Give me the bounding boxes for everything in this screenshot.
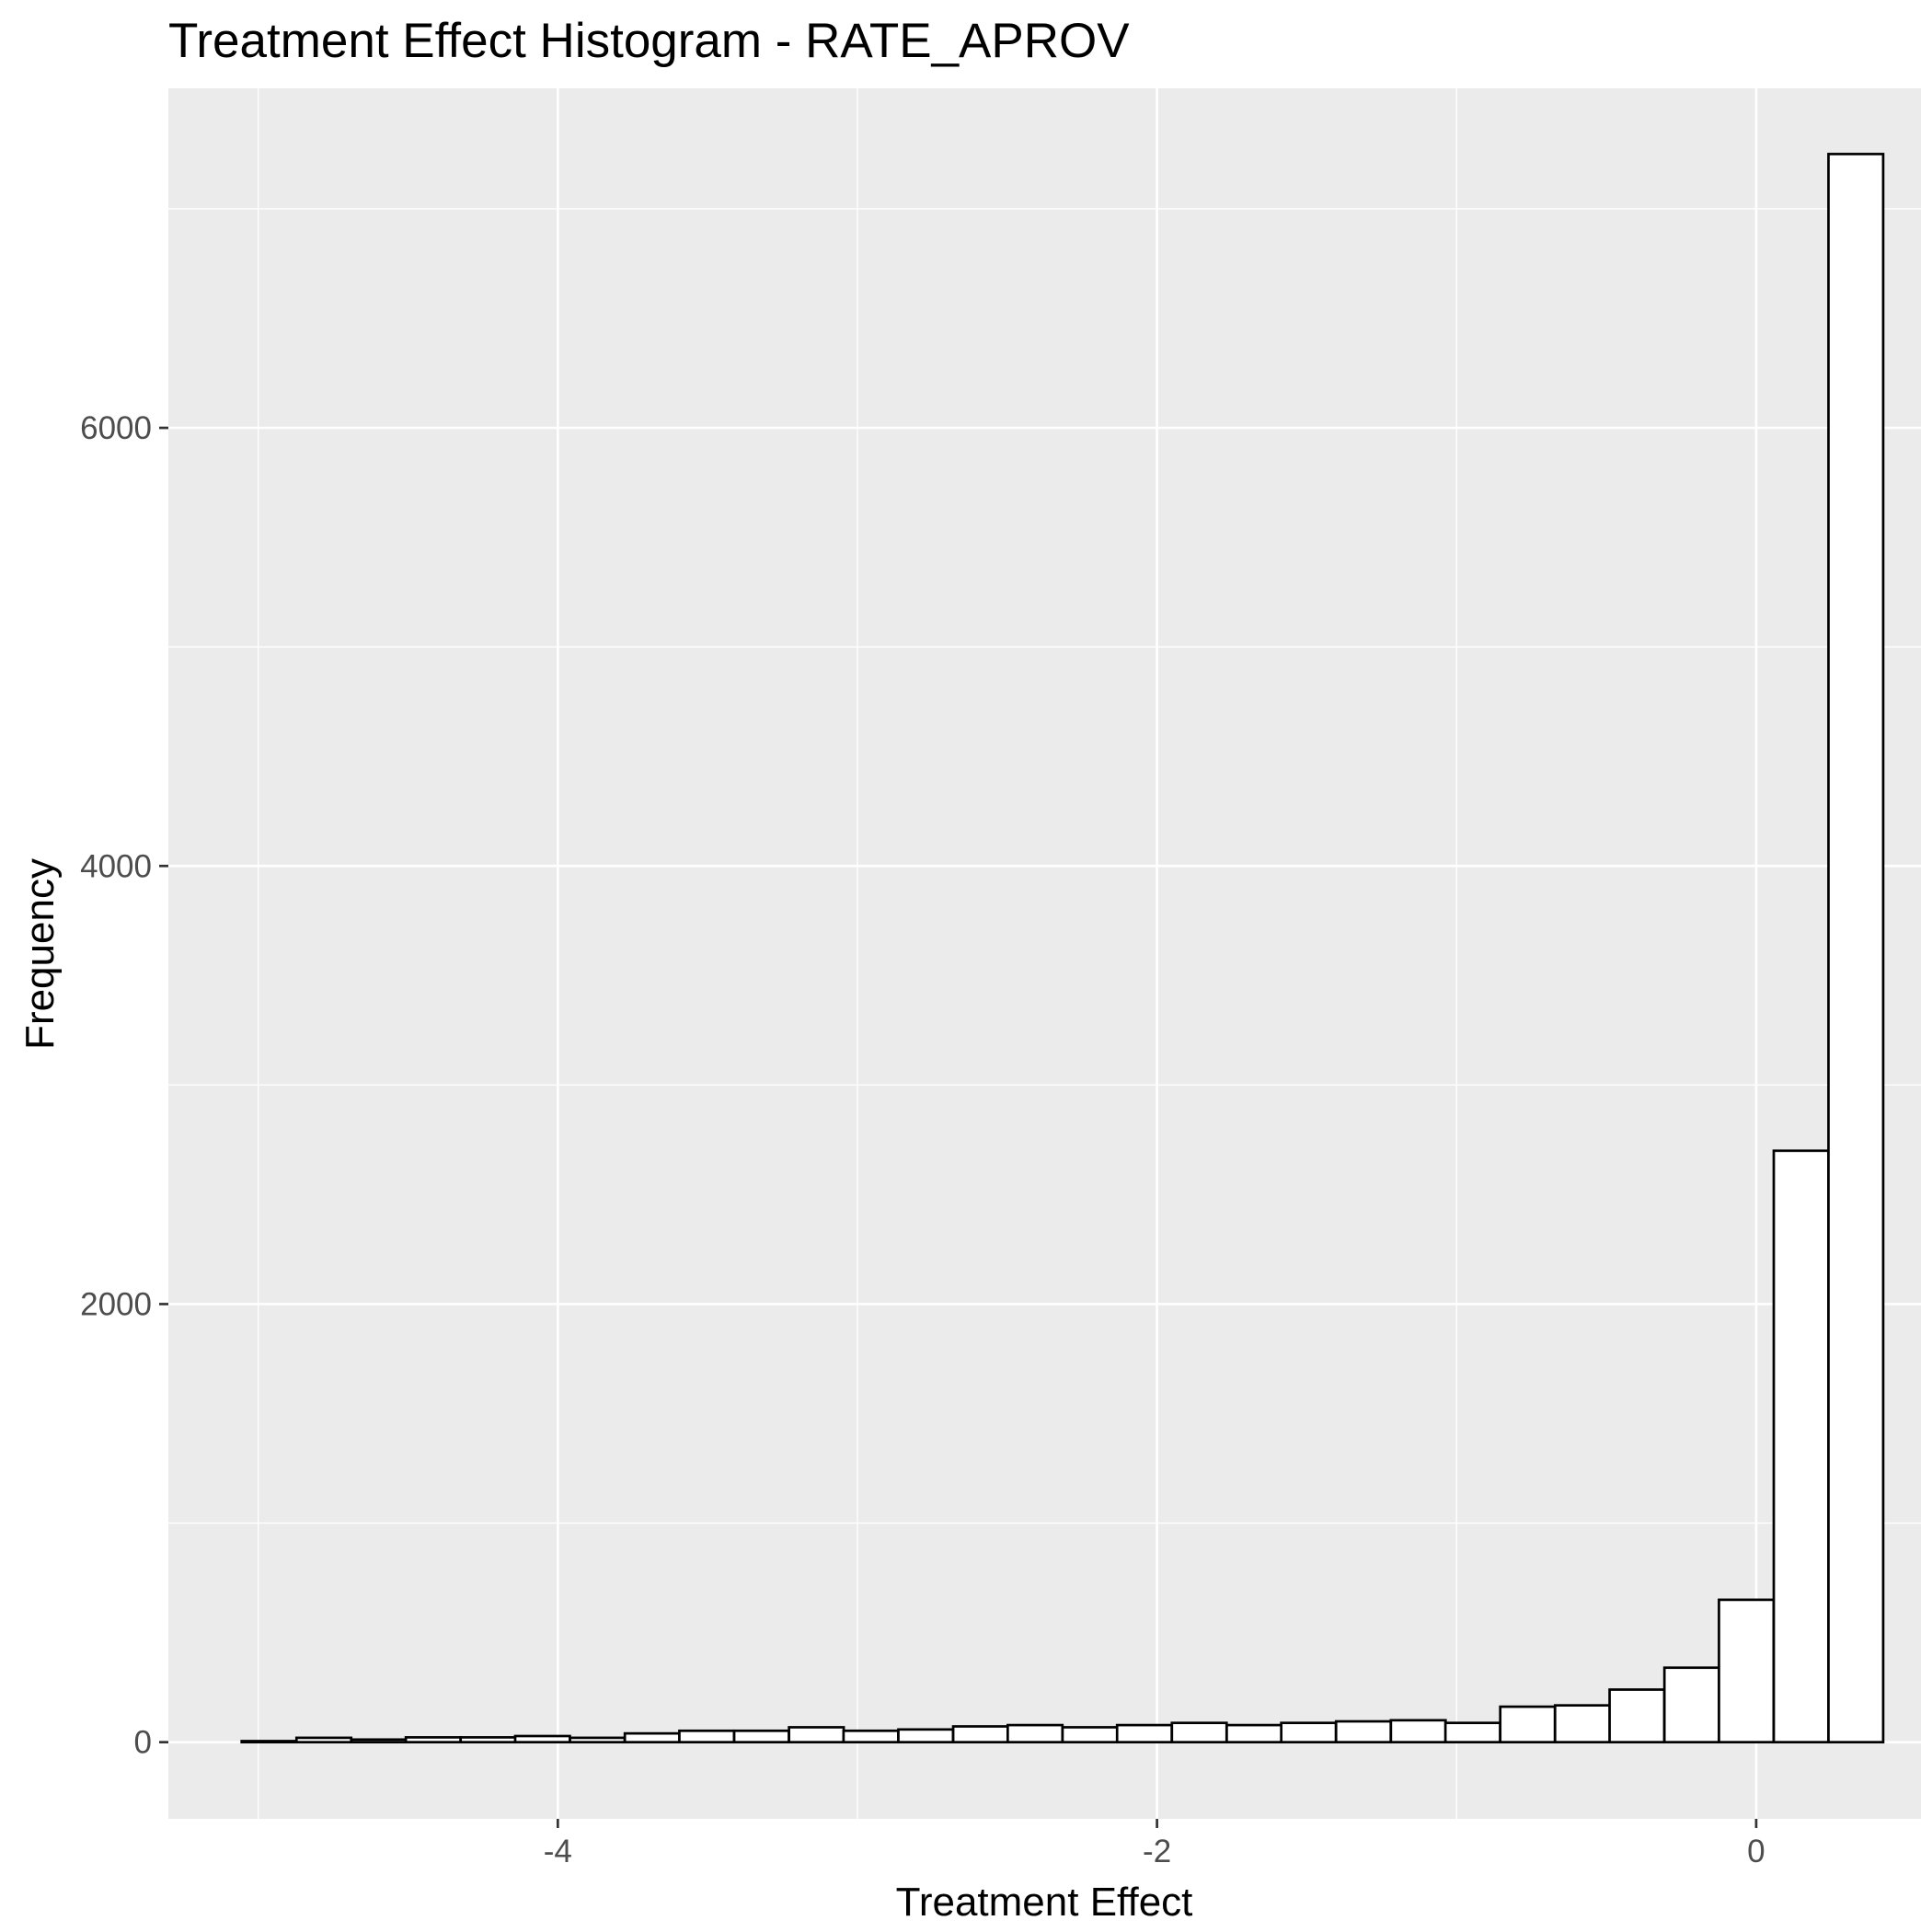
histogram-bar <box>513 1734 571 1744</box>
histogram-bar <box>240 1740 298 1744</box>
x-tick-label: -2 <box>1143 1834 1171 1869</box>
histogram-bar <box>1662 1666 1720 1744</box>
histogram-bar <box>623 1731 681 1744</box>
plot-panel <box>168 88 1921 1819</box>
histogram-bar <box>732 1729 790 1744</box>
x-axis-label: Treatment Effect <box>896 1880 1193 1925</box>
histogram-bar <box>569 1736 627 1744</box>
histogram-bar <box>459 1736 517 1744</box>
histogram-bar <box>1443 1721 1501 1744</box>
histogram-bar <box>678 1729 736 1744</box>
y-tick-label: 0 <box>134 1725 152 1761</box>
histogram-bar <box>1553 1704 1612 1744</box>
histogram-bar <box>1772 1149 1830 1744</box>
y-tick-label: 4000 <box>80 848 152 884</box>
histogram-bar <box>951 1725 1009 1744</box>
histogram-bar <box>1499 1705 1557 1744</box>
histogram-bar <box>1608 1688 1666 1744</box>
histogram-bar <box>294 1736 353 1744</box>
y-axis-label: Frequency <box>17 858 63 1050</box>
histogram-bar <box>404 1736 462 1744</box>
histogram-bar <box>1334 1719 1393 1744</box>
histogram-bar <box>1389 1719 1447 1744</box>
histogram-bar <box>1115 1723 1174 1744</box>
histogram-bar <box>1061 1726 1119 1744</box>
histogram-bar <box>842 1729 900 1744</box>
histogram-bar <box>1170 1721 1228 1744</box>
x-tick-label: -4 <box>544 1834 572 1869</box>
y-tick-label: 6000 <box>80 410 152 446</box>
chart-title: Treatment Effect Histogram - RATE_APROV <box>168 14 1130 68</box>
histogram-bar <box>1006 1723 1064 1744</box>
axes: -4 -2 0 0 2000 4000 6000 <box>80 410 1765 1869</box>
histogram-bar <box>1280 1721 1338 1744</box>
y-tick-label: 2000 <box>80 1286 152 1322</box>
histogram-bar <box>788 1726 845 1744</box>
histogram-bar <box>1718 1598 1776 1744</box>
histogram-bar <box>1225 1723 1283 1744</box>
histogram-bar <box>897 1728 955 1744</box>
x-tick-label: 0 <box>1747 1834 1765 1869</box>
histogram-bar <box>1827 153 1885 1744</box>
histogram-bars <box>240 153 1885 1744</box>
histogram-bar <box>350 1738 408 1744</box>
